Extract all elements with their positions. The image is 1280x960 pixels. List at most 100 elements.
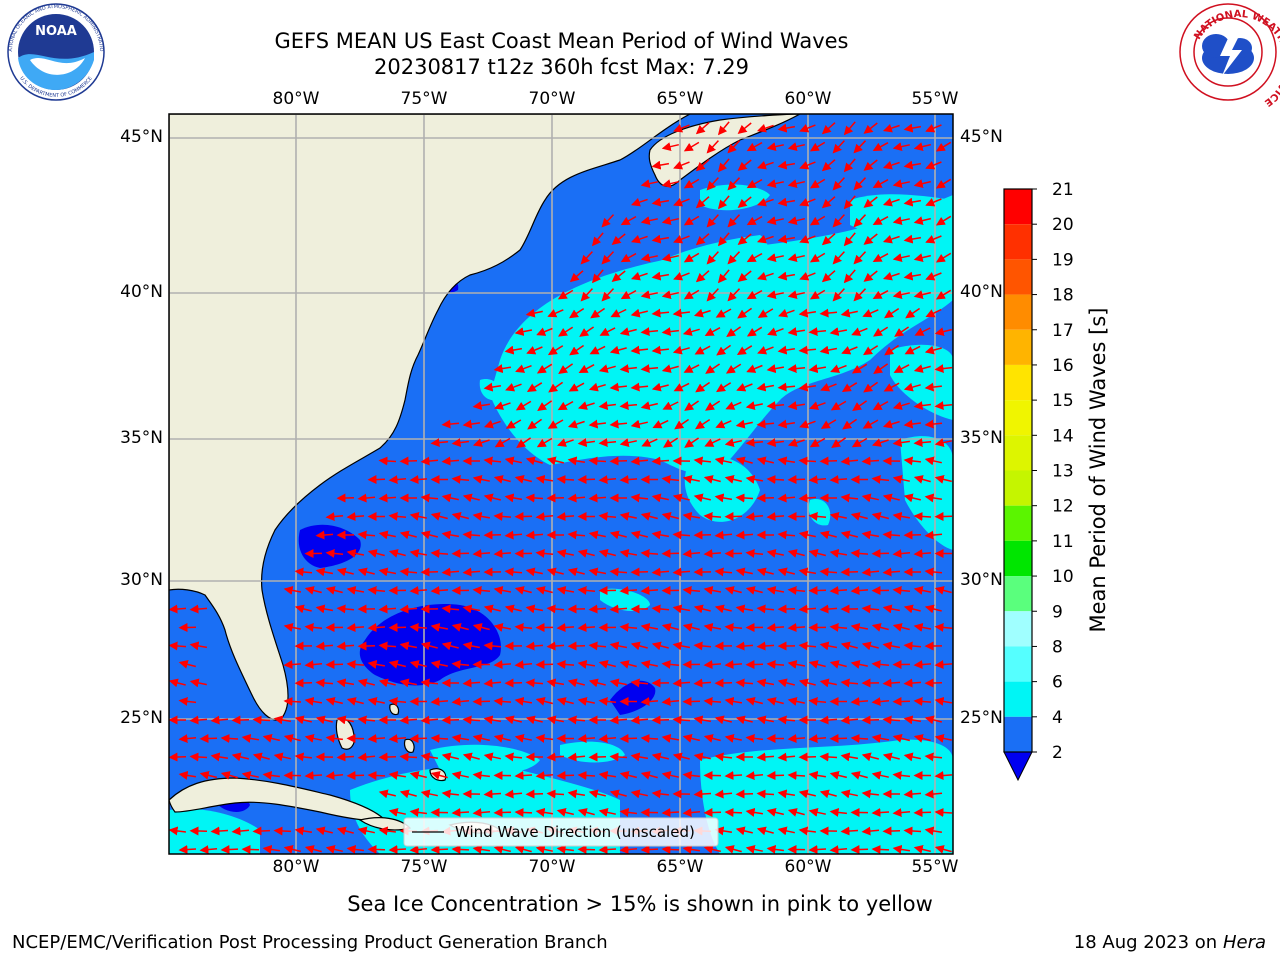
wind-wave-arrow [661,364,679,373]
wind-wave-arrow [903,715,922,725]
wind-wave-arrow [420,456,439,466]
wind-wave-arrow [472,734,490,743]
wind-wave-arrow [409,622,428,632]
wind-wave-arrow [714,604,732,614]
wind-wave-arrow [504,345,523,355]
wind-wave-arrow [829,475,848,485]
wind-wave-arrow [535,771,554,781]
wind-wave-arrow [766,808,784,817]
wind-wave-arrow [913,179,931,188]
lon-tick-top: 75°W [400,89,448,109]
wind-wave-arrow [367,659,386,669]
lon-tick-top: 65°W [656,89,704,109]
wind-wave-arrow [924,789,943,799]
wind-wave-arrow [798,530,816,540]
wind-wave-arrow [756,271,774,281]
wind-wave-arrow [808,549,826,558]
wind-wave-arrow [766,253,784,262]
wind-wave-arrow [903,197,922,207]
wind-wave-arrow [695,159,710,172]
wind-wave-arrow [798,456,817,466]
wind-wave-arrow [672,308,690,318]
wind-wave-arrow [304,845,322,854]
wind-wave-arrow [872,400,889,411]
wind-wave-arrow [357,715,376,725]
wind-wave-arrow [304,660,323,670]
wind-wave-arrow [832,177,845,191]
wind-wave-arrow [525,493,544,503]
wind-wave-arrow [934,622,953,632]
wind-wave-arrow [694,345,711,355]
wind-wave-arrow [892,179,910,188]
lat-tick-left: 40°N [120,282,163,302]
wind-wave-arrow [619,660,637,669]
wind-wave-arrow [724,475,742,484]
wind-wave-arrow [934,327,952,336]
lon-tick-bottom: 75°W [400,857,448,877]
wind-wave-arrow [799,419,816,429]
wind-wave-arrow [630,678,649,688]
wind-wave-arrow [871,697,890,707]
wind-wave-arrow [514,475,532,484]
wind-wave-arrow [526,382,543,392]
wind-wave-arrow [925,198,942,207]
wind-wave-arrow [727,214,741,228]
wind-wave-arrow [714,752,733,762]
wind-wave-arrow [199,734,218,744]
wind-wave-arrow [399,678,417,688]
colorbar-bin [1004,400,1032,436]
wind-wave-arrow [745,548,764,558]
wind-wave-arrow [641,438,658,447]
wind-wave-arrow [798,382,817,392]
wind-wave-arrow [935,289,952,300]
wind-wave-arrow [861,567,880,577]
wind-wave-arrow [830,364,847,373]
wind-wave-arrow [787,734,806,744]
wind-wave-arrow [808,808,826,817]
wind-wave-arrow [756,234,774,244]
wind-wave-arrow [525,456,543,466]
lon-tick-top: 70°W [528,89,576,109]
wind-wave-arrow [514,696,533,706]
colorbar-bin [1004,294,1032,330]
wind-wave-arrow [913,216,931,225]
lat-tick-right: 30°N [960,570,1003,590]
wind-wave-arrow [787,770,806,780]
wind-wave-arrow [850,512,868,521]
wind-wave-arrow [472,585,491,595]
colorbar-tick-label: 14 [1052,426,1074,446]
wind-wave-arrow [871,808,890,818]
wind-wave-arrow [841,346,858,355]
wind-wave-arrow [399,641,418,651]
wind-wave-arrow [863,233,878,245]
wind-wave-arrow [535,807,554,817]
wind-wave-arrow [735,493,754,503]
wind-wave-arrow [737,270,752,282]
wind-wave-arrow [745,474,764,484]
wind-wave-arrow [872,290,889,300]
colorbar-tick-label: 13 [1052,462,1074,482]
wind-wave-arrow [315,530,334,540]
wind-wave-arrow [451,438,469,448]
wind-wave-arrow [756,641,775,651]
wind-wave-arrow [682,511,701,521]
wind-wave-arrow [651,641,669,651]
wind-wave-arrow [821,270,836,283]
wind-wave-arrow [882,604,900,614]
wind-wave-arrow [735,567,753,577]
colorbar-bin [1004,329,1032,365]
wind-wave-arrow [472,770,490,780]
wind-wave-arrow [843,269,856,284]
wind-wave-arrow [210,752,229,762]
wind-wave-arrow [934,807,953,817]
wind-wave-arrow [315,641,334,651]
wind-wave-arrow [903,271,922,281]
wind-wave-arrow [588,604,607,614]
wind-wave-arrow [651,493,669,503]
wind-wave-arrow [872,142,889,152]
wind-wave-arrow [882,493,900,503]
wind-wave-arrow [746,141,763,152]
wind-wave-arrow [737,307,753,319]
wind-wave-arrow [934,364,953,374]
wind-wave-arrow [714,567,733,577]
